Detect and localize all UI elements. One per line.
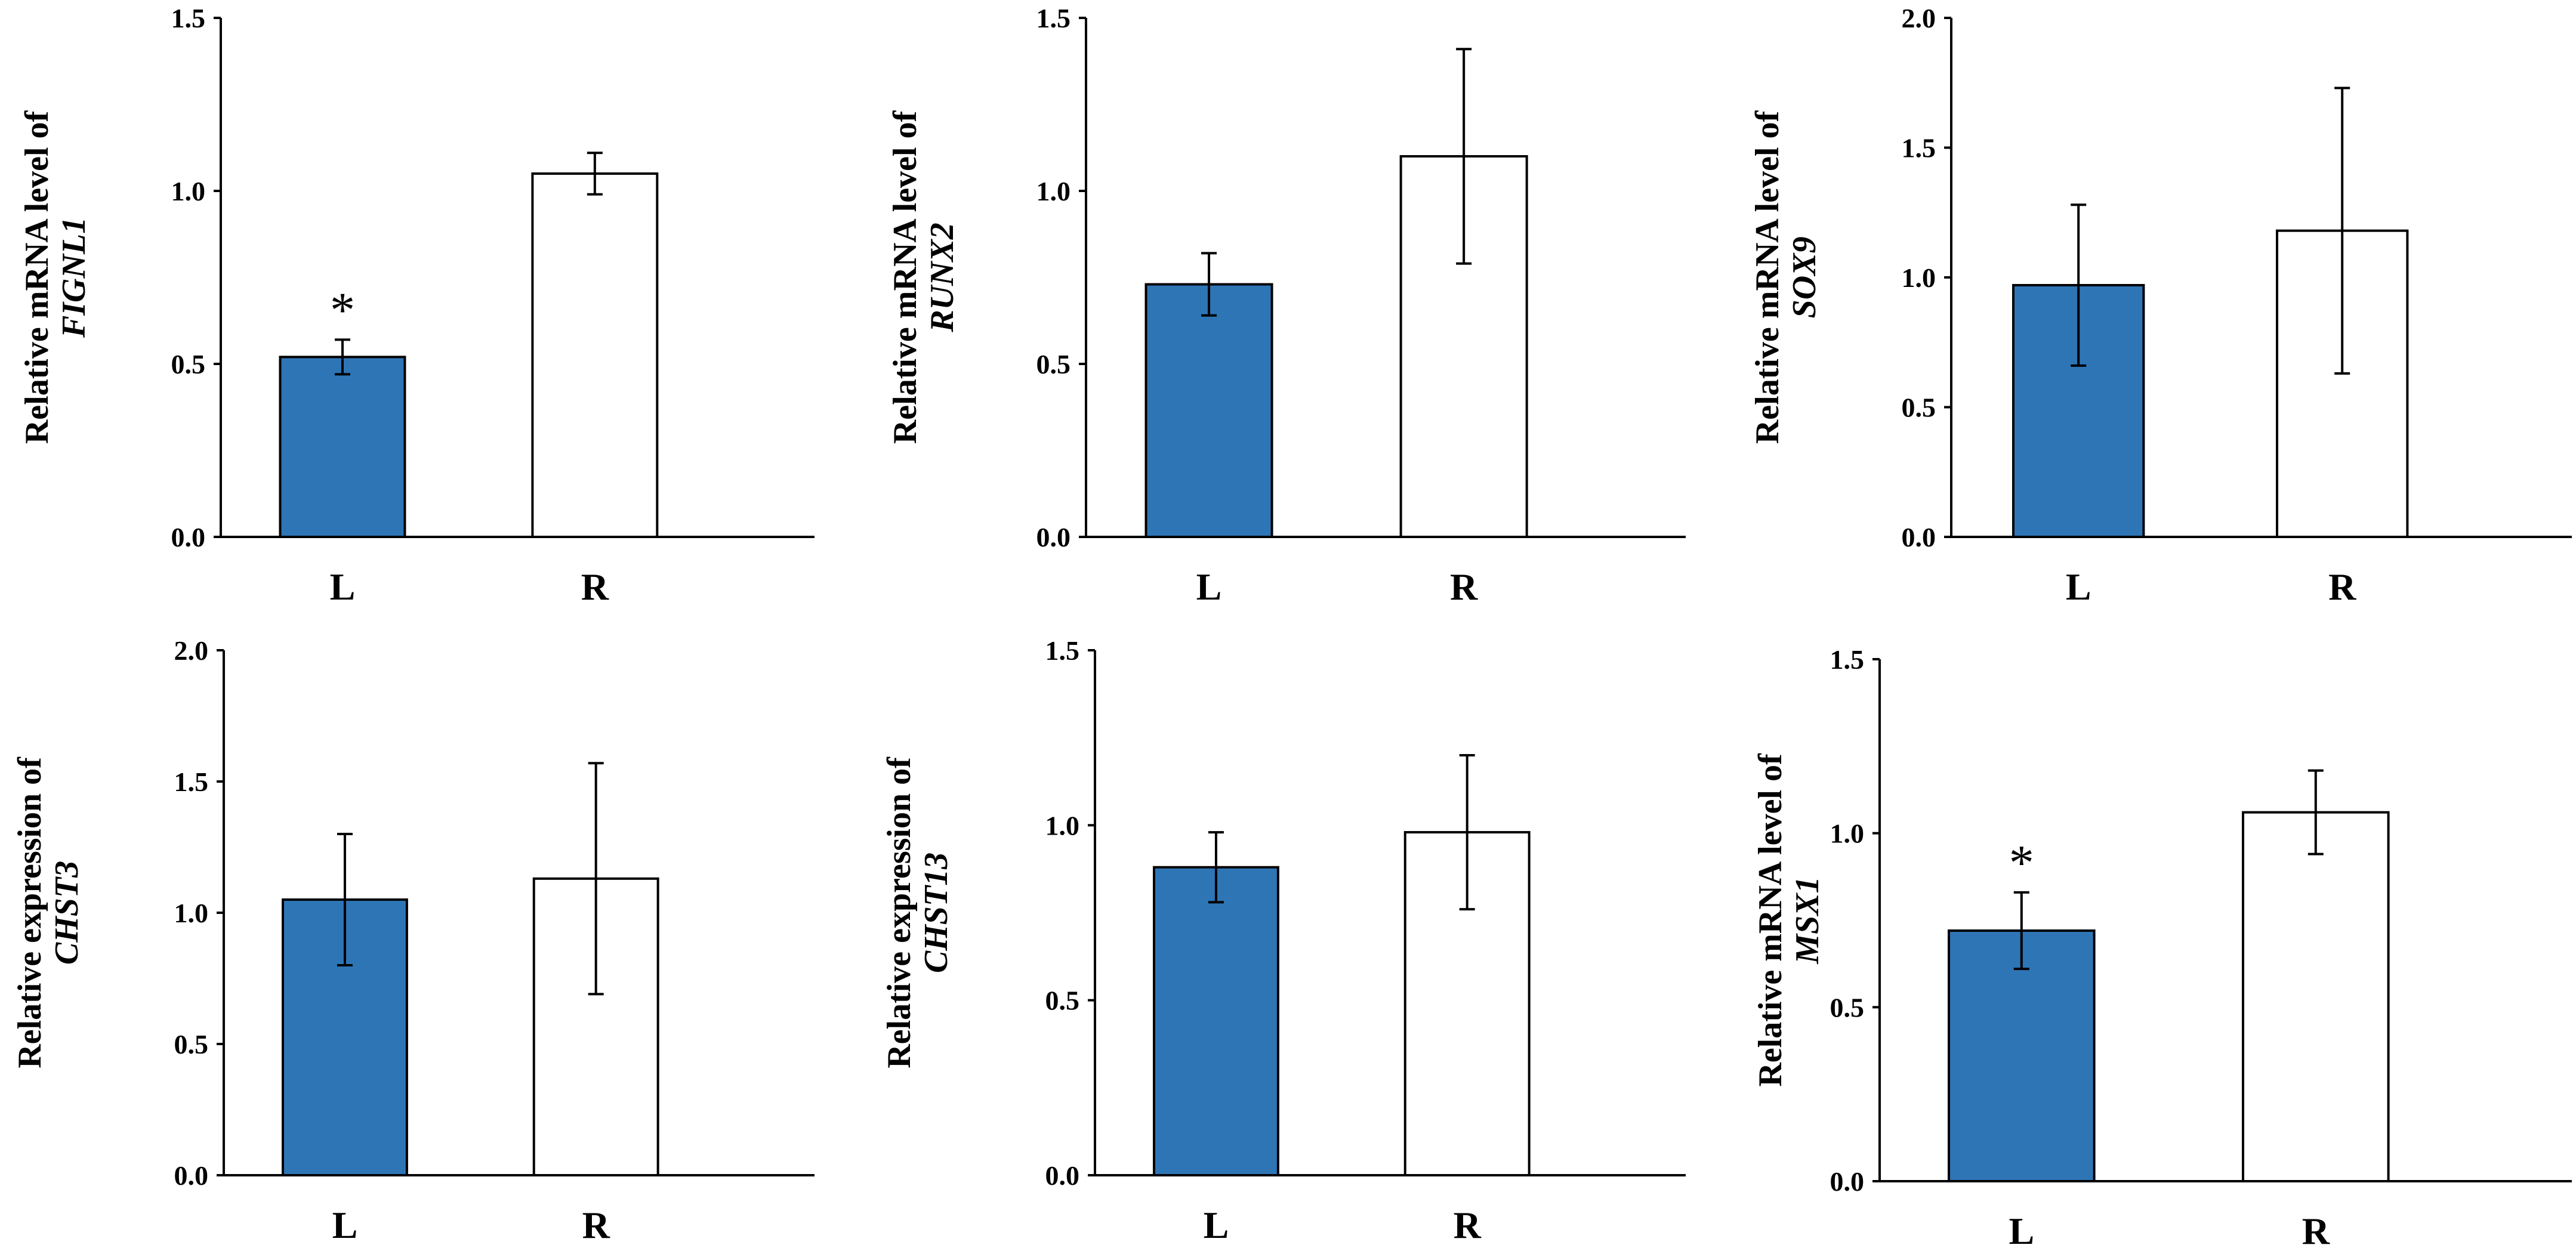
y-axis-label-text: Relative mRNA level of (1752, 753, 1789, 1087)
y-tick-label: 0.0 (174, 1160, 209, 1191)
y-axis-label-text: Relative mRNA level of (18, 110, 55, 444)
y-axis-label: Relative mRNA level ofFIGNL1 (18, 110, 92, 444)
y-axis-label: Relative mRNA level ofMSX1 (1752, 753, 1826, 1087)
y-tick-label: 0.0 (1830, 1166, 1865, 1197)
y-axis-label: Relative mRNA level ofSOX9 (1749, 110, 1823, 444)
chart-panel-msx1: 0.0 0.5 1.0 1.5 Relative mRNA level ofMSX1 * L… (1752, 644, 2572, 1251)
y-axis-label: Relative expression ofCHST3 (11, 756, 85, 1068)
y-axis-label-text: Relative mRNA level of (1749, 110, 1786, 444)
category-label-l: L (332, 1204, 358, 1246)
y-tick-label: 1.5 (174, 767, 209, 797)
y-tick-label: 1.5 (1045, 635, 1080, 666)
y-tick-label: 1.0 (171, 176, 206, 206)
y-axis-label-text: Relative expression of (11, 756, 48, 1068)
y-axis-label-gene: SOX9 (1786, 237, 1823, 319)
chart-panel-sox9: 0.0 0.5 1.0 1.5 2.0 Relative mRNA level ofSOX… (1749, 3, 2572, 608)
y-tick-label: 1.5 (1036, 3, 1071, 33)
y-tick-label: 0.0 (1045, 1160, 1080, 1191)
y-tick-label: 2.0 (174, 635, 209, 666)
category-label-r: R (1450, 566, 1478, 608)
y-tick-label: 1.0 (174, 898, 209, 928)
y-tick-label: 0.5 (171, 349, 206, 379)
y-axis-label-gene: CHST13 (918, 852, 955, 973)
bar-r (531, 172, 659, 538)
y-tick-label: 0.5 (1902, 393, 1936, 423)
category-label-l: L (1204, 1204, 1229, 1246)
y-axis-label: Relative expression ofCHST13 (881, 756, 955, 1068)
bar-r (2242, 811, 2390, 1182)
y-tick-label: 2.0 (1902, 3, 1936, 33)
y-tick-label: 0.5 (1036, 349, 1071, 379)
bar-l (1948, 929, 2096, 1182)
y-tick-label: 0.0 (171, 522, 206, 552)
y-axis-label-text: Relative expression of (881, 756, 918, 1068)
chart-panel-chst3: 0.0 0.5 1.0 1.5 2.0 Relative expression ofCHS… (11, 635, 815, 1246)
category-label-r: R (2328, 566, 2356, 608)
category-label-r: R (2302, 1210, 2330, 1251)
bar-l (1144, 283, 1273, 538)
bar-l (1153, 866, 1279, 1176)
y-tick-label: 1.0 (1902, 262, 1936, 293)
chart-panel-chst13: 0.0 0.5 1.0 1.5 Relative expression ofCHST13… (881, 635, 1686, 1246)
y-tick-label: 0.5 (174, 1029, 209, 1060)
category-label-r: R (581, 566, 609, 608)
chart-panel-runx2: 0.0 0.5 1.0 1.5 Relative mRNA level ofRUNX2 L… (887, 3, 1686, 608)
category-label-l: L (2009, 1210, 2034, 1251)
y-tick-label: 0.5 (1830, 992, 1865, 1023)
y-axis-label-gene: MSX1 (1789, 876, 1826, 964)
y-tick-label: 0.5 (1045, 986, 1080, 1016)
bar-l (279, 356, 406, 539)
category-label-l: L (2066, 566, 2091, 608)
y-tick-label: 1.0 (1830, 818, 1865, 849)
y-axis-label-gene: FIGNL1 (55, 217, 92, 338)
category-label-l: L (330, 566, 356, 608)
category-label-l: L (1196, 566, 1222, 608)
significance-asterisk: * (330, 282, 355, 338)
y-tick-label: 1.5 (171, 3, 206, 33)
y-axis-label-text: Relative mRNA level of (887, 110, 924, 444)
y-tick-label: 0.0 (1902, 522, 1936, 552)
y-tick-label: 1.0 (1045, 810, 1080, 841)
y-axis-label-gene: RUNX2 (924, 223, 961, 333)
y-axis-label-gene: CHST3 (48, 861, 85, 965)
y-axis-label: Relative mRNA level ofRUNX2 (887, 110, 961, 444)
y-tick-label: 0.0 (1036, 522, 1071, 552)
y-tick-label: 1.0 (1036, 176, 1071, 206)
y-tick-label: 1.5 (1830, 644, 1865, 675)
chart-panel-fignl1: 0.0 0.5 1.0 1.5 Relative mRNA level ofFIGNL1… (18, 3, 815, 608)
bar-r (1399, 155, 1528, 538)
significance-asterisk: * (2009, 835, 2034, 891)
category-label-r: R (1454, 1204, 1482, 1246)
y-tick-label: 1.5 (1902, 133, 1936, 163)
category-label-r: R (582, 1204, 610, 1246)
